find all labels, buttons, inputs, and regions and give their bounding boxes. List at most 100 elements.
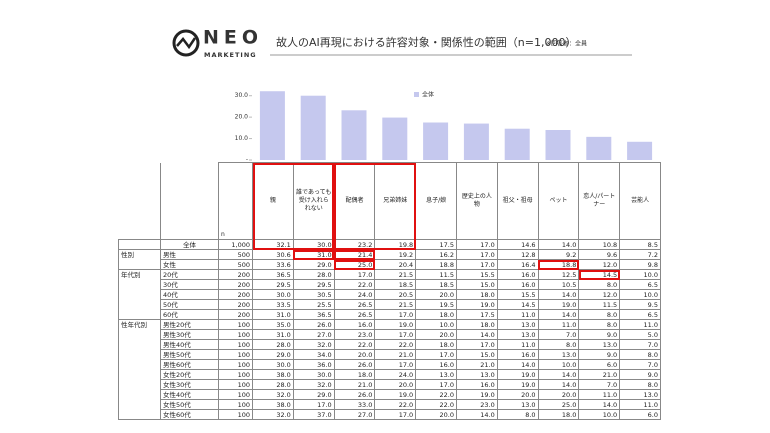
- row-n: 100: [218, 379, 253, 390]
- cell: 7.0: [578, 379, 621, 390]
- table-row: 40代 200 30.0 30.5 24.0 20.5 20.0 18.0 15.5 14.0 12…: [118, 289, 661, 300]
- row-n: 100: [218, 349, 253, 360]
- cell: 20.0: [415, 409, 457, 420]
- row-n: 200: [218, 279, 253, 290]
- cell: 10.0: [537, 359, 580, 370]
- column-header: ペット: [537, 162, 580, 240]
- logo-sub: MARKETING: [204, 51, 257, 59]
- cell: 19.0: [455, 299, 498, 310]
- row-group: [118, 389, 161, 400]
- cell: 30.0: [292, 369, 335, 380]
- row-label: 30代: [160, 279, 219, 290]
- y-tick-label: 30.0: [235, 92, 249, 99]
- table-row: 50代 200 33.5 25.5 26.5 21.5 19.5 19.0 14.5 19.0 11…: [118, 299, 661, 310]
- table-row: 男性60代 100 30.0 36.0 26.0 17.0 16.0 21.0 14.0 10.0…: [118, 359, 661, 370]
- cell: 8.0: [619, 349, 661, 360]
- cell: 13.0: [619, 389, 661, 400]
- row-n: 500: [218, 259, 253, 270]
- cell: 16.0: [496, 279, 539, 290]
- cell: 37.0: [292, 409, 335, 420]
- cell: 19.2: [374, 249, 417, 260]
- data-table: n 親誰であっても受け入れられない 配偶者 兄弟姉妹 息子/娘 歴史上の人物 祖父・祖母 ペッ…: [118, 162, 661, 420]
- highlight-box: [578, 269, 620, 280]
- cell: 16.0: [496, 269, 539, 280]
- cell: 32.0: [252, 409, 294, 420]
- cell: 17.0: [415, 349, 457, 360]
- logo-main: NEO: [203, 27, 263, 49]
- cell: 23.0: [333, 329, 376, 340]
- cell: 17.0: [415, 379, 457, 390]
- cell: 16.0: [415, 359, 457, 370]
- cell: 19.0: [496, 379, 539, 390]
- row-n: 100: [218, 339, 253, 350]
- cell: 18.8: [415, 259, 457, 270]
- bar: [423, 122, 449, 160]
- cell: 8.0: [537, 339, 580, 350]
- cell: 14.5: [496, 299, 539, 310]
- row-label: 女性40代: [160, 389, 219, 400]
- logo-icon: [172, 29, 200, 57]
- cell: 17.0: [455, 339, 498, 350]
- table-row: 60代 200 31.0 36.5 26.5 17.0 18.0 17.5 11.0 14.0 8.…: [118, 309, 661, 320]
- column-header: 歴史上の人物: [455, 162, 498, 240]
- row-group: [118, 349, 161, 360]
- cell: 9.6: [578, 249, 621, 260]
- cell: 18.0: [455, 319, 498, 330]
- cell: 12.0: [578, 259, 621, 270]
- cell: 17.0: [455, 249, 498, 260]
- cell: 10.5: [537, 279, 580, 290]
- row-n: 200: [218, 309, 253, 320]
- row-n: 100: [218, 369, 253, 380]
- row-n: 100: [218, 409, 253, 420]
- row-label: 男性20代: [160, 319, 219, 330]
- cell: 23.0: [455, 399, 498, 410]
- row-n: 200: [218, 269, 253, 280]
- table-row: 女性60代 100 32.0 37.0 27.0 17.0 20.0 14.0 8.0 18.0 1…: [118, 409, 661, 420]
- cell: 17.0: [455, 259, 498, 270]
- cell: 28.0: [252, 379, 294, 390]
- legend-swatch: [414, 92, 419, 97]
- row-group: 性別: [118, 249, 161, 260]
- cell: 29.0: [292, 389, 335, 400]
- cell: 8.0: [619, 379, 661, 390]
- cell: 5.0: [619, 329, 661, 340]
- cell: 18.5: [415, 279, 457, 290]
- cell: 13.0: [496, 329, 539, 340]
- cell: 15.5: [455, 269, 498, 280]
- cell: 36.5: [252, 269, 294, 280]
- row-n: 200: [218, 289, 253, 300]
- cell: 26.5: [333, 309, 376, 320]
- cell: 13.0: [578, 339, 621, 350]
- cell: 25.5: [292, 299, 335, 310]
- cell: 18.0: [537, 409, 580, 420]
- cell: 8.5: [619, 239, 661, 250]
- table-row: 男性50代 100 29.0 34.0 20.0 21.0 17.0 15.0 16.0 13.0…: [118, 349, 661, 360]
- cell: 14.0: [455, 329, 498, 340]
- row-label: 女性60代: [160, 409, 219, 420]
- cell: 33.6: [252, 259, 294, 270]
- row-group: [118, 399, 161, 410]
- cell: 19.0: [455, 389, 498, 400]
- note: ※回答者：全員: [546, 40, 587, 48]
- cell: 12.8: [496, 249, 539, 260]
- cell: 36.5: [292, 309, 335, 320]
- cell: 6.0: [619, 409, 661, 420]
- cell: 26.0: [333, 359, 376, 370]
- cell: 29.0: [252, 349, 294, 360]
- row-group: [118, 259, 161, 270]
- cell: 30.5: [292, 289, 335, 300]
- cell: 21.0: [455, 359, 498, 370]
- cell: 12.5: [537, 269, 580, 280]
- cell: 11.5: [578, 299, 621, 310]
- cell: 32.0: [292, 379, 335, 390]
- cell: 28.0: [252, 339, 294, 350]
- cell: 11.0: [619, 399, 661, 410]
- cell: 6.5: [619, 309, 661, 320]
- cell: 19.0: [374, 389, 417, 400]
- bar: [300, 95, 326, 160]
- cell: 20.0: [333, 349, 376, 360]
- row-label: 20代: [160, 269, 219, 280]
- title: 故人のAI再現における許容対象・関係性の範囲（n=1,000）: [276, 35, 576, 49]
- cell: 8.0: [578, 319, 621, 330]
